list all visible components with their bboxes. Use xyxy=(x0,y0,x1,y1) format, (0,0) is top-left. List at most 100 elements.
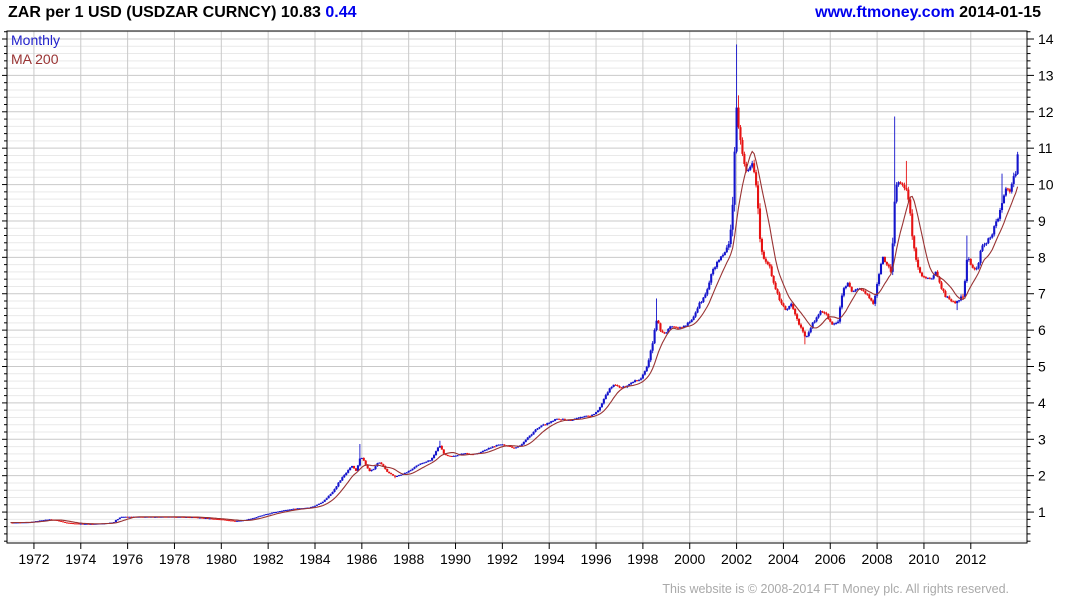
bar-body xyxy=(497,444,500,446)
bar-body xyxy=(954,301,957,304)
bar-body xyxy=(567,419,570,421)
bar-body xyxy=(60,520,63,522)
bar-body xyxy=(77,523,80,525)
bar-body xyxy=(956,301,959,304)
bar-body xyxy=(450,455,453,457)
bar-body xyxy=(62,521,65,523)
bar-body xyxy=(901,183,904,186)
bar-body xyxy=(645,366,648,372)
legend-monthly: Monthly xyxy=(11,32,61,48)
bar-body xyxy=(431,457,434,461)
bar-body xyxy=(729,229,732,245)
bar-body xyxy=(331,491,334,495)
bar-body xyxy=(349,467,352,471)
bar-body xyxy=(702,297,705,302)
bar-body xyxy=(946,296,949,298)
chart-title: ZAR per 1 USD (USDZAR CURNCY) xyxy=(8,4,277,21)
bar-body xyxy=(265,514,268,516)
bar-body xyxy=(764,258,767,262)
bar-body xyxy=(803,331,806,337)
bar-body xyxy=(995,221,998,227)
bar-body xyxy=(669,326,672,330)
bar-body xyxy=(208,518,211,520)
bar-body xyxy=(528,435,531,438)
bar-body xyxy=(991,234,994,238)
bar-body xyxy=(118,517,121,520)
bar-body xyxy=(833,323,836,325)
x-axis-label: 1974 xyxy=(65,551,96,567)
bar-body xyxy=(973,267,976,270)
bar-body xyxy=(341,477,344,481)
bar-body xyxy=(354,468,358,471)
bar-body xyxy=(237,520,240,522)
x-axis-label: 1990 xyxy=(440,551,471,567)
bar-body xyxy=(534,429,537,432)
bar-body xyxy=(710,274,713,283)
y-axis-label: 12 xyxy=(1038,104,1054,120)
bar-body xyxy=(952,301,955,303)
bar-body xyxy=(440,445,443,450)
bar-body xyxy=(938,276,941,283)
bar-body xyxy=(1002,195,1006,204)
bar-body xyxy=(554,419,557,421)
bar-body xyxy=(690,319,693,323)
bar-body xyxy=(766,261,769,265)
bar-body xyxy=(725,247,728,253)
bar-body xyxy=(723,252,726,256)
bar-body xyxy=(466,453,469,455)
bar-body xyxy=(261,515,264,517)
bar-body xyxy=(721,255,724,257)
y-axis-label: 7 xyxy=(1038,286,1046,302)
bar-body xyxy=(233,520,237,522)
axis-ticks xyxy=(2,31,1034,549)
bar-body xyxy=(579,416,582,418)
bar-body xyxy=(214,518,217,520)
bar-body xyxy=(288,509,291,511)
bar-body xyxy=(153,516,156,518)
bar-body xyxy=(589,415,592,417)
bar-body xyxy=(840,295,844,308)
bar-body xyxy=(128,516,131,518)
bar-body xyxy=(620,387,623,389)
bar-body xyxy=(204,518,207,520)
bar-body xyxy=(827,314,830,320)
bar-body xyxy=(585,415,588,417)
bar-body xyxy=(487,447,490,450)
bar-body xyxy=(343,475,346,478)
site-link[interactable]: www.ftmoney.com xyxy=(815,4,955,21)
bar-body xyxy=(807,332,810,336)
bar-body xyxy=(731,204,734,230)
bar-body xyxy=(643,371,646,375)
bar-body xyxy=(446,455,449,457)
bar-body xyxy=(997,218,1000,222)
y-axis-label: 10 xyxy=(1038,177,1054,193)
bar-body xyxy=(848,282,851,287)
bar-body xyxy=(676,327,680,329)
bar-body xyxy=(860,288,863,291)
bar-body xyxy=(846,282,849,287)
bar-body xyxy=(819,311,822,315)
bar-body xyxy=(212,518,215,520)
y-axis-label: 4 xyxy=(1038,395,1046,411)
bar-body xyxy=(737,107,740,128)
bar-body xyxy=(555,418,559,420)
bar-body xyxy=(930,278,933,280)
bar-body xyxy=(577,417,580,419)
bar-body xyxy=(269,513,272,515)
bar-body xyxy=(485,449,488,451)
bar-body xyxy=(200,517,203,519)
bar-body xyxy=(79,523,82,525)
bar-body xyxy=(922,276,925,278)
bar-body xyxy=(282,510,285,512)
bar-body xyxy=(963,281,966,297)
bar-body xyxy=(647,360,650,367)
bar-body xyxy=(714,267,717,269)
plot-border xyxy=(6,30,1028,544)
bar-body xyxy=(637,379,641,381)
bar-body xyxy=(891,243,894,272)
bar-body xyxy=(622,386,625,388)
bar-body xyxy=(374,466,377,470)
bar-body xyxy=(809,328,812,333)
bar-body xyxy=(230,520,233,522)
bar-body xyxy=(42,520,45,522)
